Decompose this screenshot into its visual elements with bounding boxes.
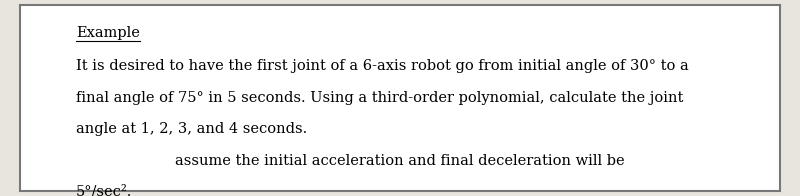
Text: 5°/sec².: 5°/sec². — [76, 184, 132, 196]
Text: Example: Example — [76, 26, 140, 40]
Text: final angle of 75° in 5 seconds. Using a third-order polynomial, calculate the j: final angle of 75° in 5 seconds. Using a… — [76, 91, 683, 105]
Text: angle at 1, 2, 3, and 4 seconds.: angle at 1, 2, 3, and 4 seconds. — [76, 122, 307, 136]
Text: assume the initial acceleration and final deceleration will be: assume the initial acceleration and fina… — [175, 154, 625, 168]
Text: It is desired to have the first joint of a 6-axis robot go from initial angle of: It is desired to have the first joint of… — [76, 59, 689, 73]
